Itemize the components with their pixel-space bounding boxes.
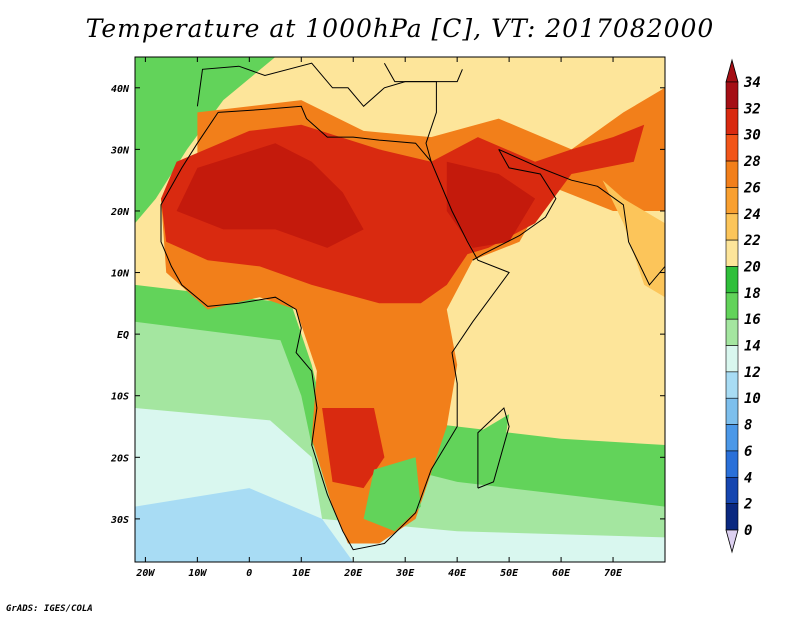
lon-tick-label: 70E bbox=[604, 568, 623, 579]
lat-tick-label: 40N bbox=[111, 84, 130, 95]
colorbar-segment bbox=[725, 213, 739, 241]
colorbar-label: 22 bbox=[743, 233, 761, 249]
chart-title: Temperature at 1000hPa [C], VT: 20170820… bbox=[85, 14, 715, 43]
colorbar-label: 6 bbox=[744, 444, 752, 460]
coastlines bbox=[160, 62, 665, 551]
colorbar-segment bbox=[725, 187, 739, 215]
lat-tick-label: 20N bbox=[110, 207, 130, 218]
colorbar-label: 0 bbox=[744, 523, 752, 539]
arabia-coastline bbox=[472, 149, 557, 261]
colorbar-segment bbox=[725, 134, 739, 162]
western-sahara-very-hot-region bbox=[176, 143, 364, 248]
colorbar-segment bbox=[725, 397, 739, 425]
levant-coastline bbox=[383, 62, 437, 162]
colorbar-segment bbox=[725, 371, 739, 399]
colorbar-segment bbox=[725, 239, 739, 267]
south-ocean-cold-region bbox=[135, 488, 354, 562]
lon-tick-label: 40E bbox=[448, 568, 467, 579]
colorbar-over-arrow bbox=[725, 58, 739, 83]
africa-coastline bbox=[160, 105, 510, 551]
arabia-very-hot-region bbox=[446, 161, 536, 248]
lat-tick-label: 30S bbox=[110, 515, 129, 526]
lat-tick-label: 10N bbox=[111, 269, 130, 280]
map-frame bbox=[134, 56, 666, 563]
longitude-axis: 20W 10W 0 10E 20E 30E 40E 50E 60E 70E bbox=[135, 57, 623, 579]
colorbar-segment bbox=[725, 292, 739, 320]
colorbar-segment bbox=[725, 503, 739, 531]
lon-tick-label: 50E bbox=[500, 568, 519, 579]
lat-tick-label: 10S bbox=[111, 392, 129, 403]
asia-coastline bbox=[498, 148, 665, 286]
colorbar-label: 14 bbox=[744, 339, 761, 355]
colorbar-segment bbox=[725, 345, 739, 373]
colorbar-label: 20 bbox=[743, 259, 761, 275]
colorbar-segment bbox=[725, 476, 739, 504]
north-atlantic-region bbox=[135, 57, 276, 224]
colorbar-segment bbox=[725, 108, 739, 136]
colorbar-label: 10 bbox=[744, 391, 761, 407]
colorbar-label: 28 bbox=[743, 154, 761, 170]
lon-tick-label: 60E bbox=[552, 568, 571, 579]
lat-tick-label: EQ bbox=[117, 330, 129, 341]
colorbar-label: 18 bbox=[744, 286, 761, 302]
colorbar-segment bbox=[725, 160, 739, 188]
colorbar-label: 26 bbox=[743, 180, 761, 196]
colorbar-segment bbox=[725, 81, 739, 109]
lon-tick-label: 0 bbox=[246, 568, 252, 579]
lat-tick-label: 30N bbox=[110, 145, 130, 156]
colorbar-segment bbox=[725, 450, 739, 478]
temperature-field bbox=[135, 57, 665, 562]
colorbar-segment bbox=[725, 318, 739, 346]
south-africa-cool-region bbox=[363, 457, 421, 532]
colorbar-label: 8 bbox=[744, 418, 752, 434]
lat-tick-label: 20S bbox=[110, 453, 129, 464]
colorbar-label: 12 bbox=[744, 365, 761, 381]
latitude-axis: 40N 30N 20N 10N EQ 10S 20S 30S bbox=[110, 84, 665, 526]
lon-tick-label: 30E bbox=[395, 568, 415, 579]
madagascar-coastline bbox=[477, 407, 510, 489]
colorbar-label: 4 bbox=[744, 470, 752, 486]
india-mild-region bbox=[602, 180, 665, 298]
lon-tick-label: 20E bbox=[343, 568, 363, 579]
madagascar-region bbox=[477, 414, 510, 482]
southern-africa-hot-region bbox=[322, 408, 385, 489]
colorbar-under-arrow bbox=[725, 529, 739, 554]
lon-tick-label: 10W bbox=[188, 568, 207, 579]
colorbar-label: 2 bbox=[743, 497, 752, 513]
colorbar-label: 24 bbox=[743, 207, 761, 223]
lon-tick-label: 10E bbox=[292, 568, 311, 579]
lon-tick-label: 20W bbox=[135, 568, 155, 579]
europe-coastline bbox=[196, 62, 463, 108]
colorbar-label: 30 bbox=[743, 128, 761, 144]
colorbar-segment bbox=[725, 424, 739, 452]
colorbar-label: 16 bbox=[744, 312, 761, 328]
colorbar-segment bbox=[725, 266, 739, 294]
grads-credit: GrADS: IGES/COLA bbox=[6, 604, 93, 614]
colorbar-label: 32 bbox=[743, 101, 761, 117]
colorbar-label: 34 bbox=[743, 75, 761, 91]
